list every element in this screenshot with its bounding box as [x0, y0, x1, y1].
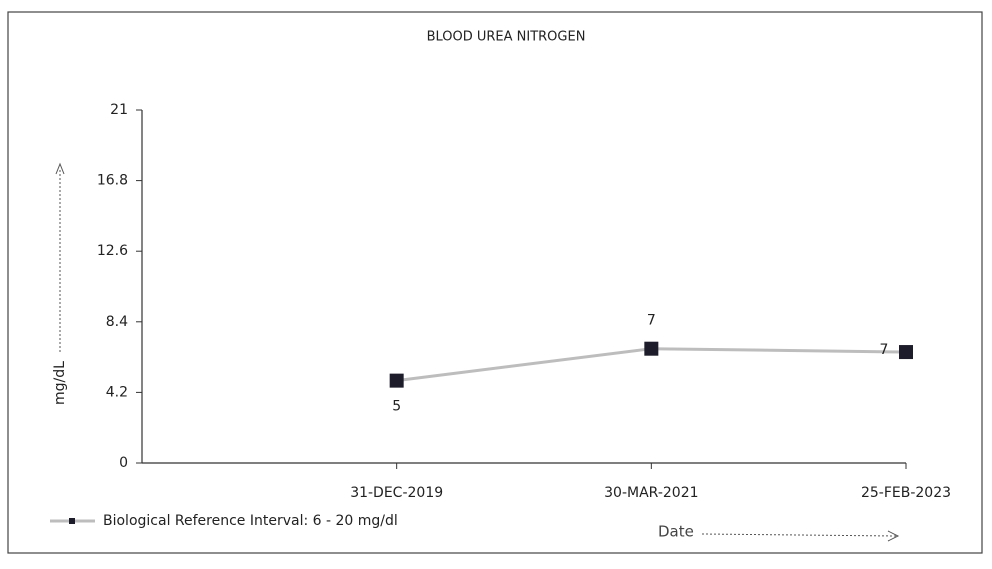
data-label: 7 [880, 342, 889, 358]
y-tick-label: 16.8 [97, 173, 128, 189]
point-marker [644, 341, 659, 356]
y-tick-label: 8.4 [106, 314, 128, 330]
x-arrow [701, 533, 897, 537]
y-axis-label: mg/dL [52, 361, 68, 405]
point-marker [389, 373, 404, 388]
legend-marker [69, 518, 75, 524]
legend-label: Biological Reference Interval: 6 - 20 mg… [103, 513, 398, 529]
x-tick-label: 31-DEC-2019 [350, 485, 443, 501]
x-axis-label: Date [658, 523, 694, 541]
x-arrow-head [887, 530, 900, 542]
x-tick-label: 30-MAR-2021 [604, 485, 698, 501]
x-tick-label: 25-FEB-2023 [861, 485, 951, 501]
chart-title: BLOOD UREA NITROGEN [427, 30, 586, 45]
y-tick-label: 4.2 [106, 384, 128, 400]
y-tick-label: 12.6 [97, 243, 128, 259]
y-arrow-head [55, 162, 65, 175]
y-tick-label: 0 [119, 455, 128, 471]
data-label: 7 [647, 313, 656, 329]
frame [7, 11, 983, 554]
data-label: 5 [392, 399, 401, 415]
y-tick-label: 21 [110, 102, 128, 118]
point-marker [899, 345, 913, 360]
